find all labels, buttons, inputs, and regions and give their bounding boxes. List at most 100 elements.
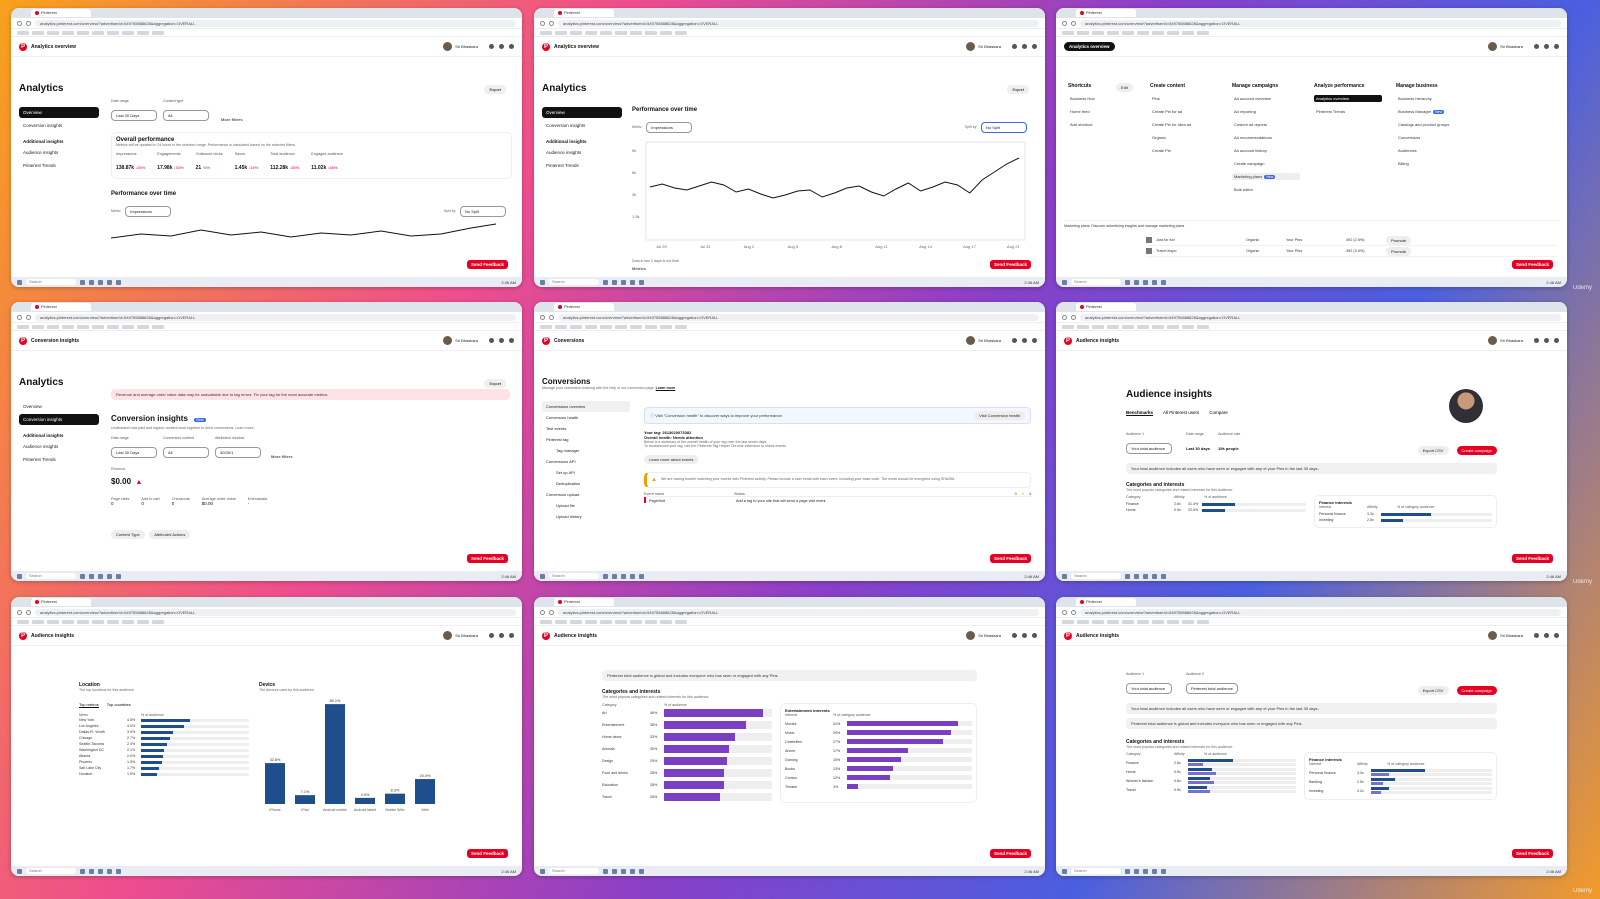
- message-icon[interactable]: [1544, 338, 1549, 343]
- bell-icon[interactable]: [1534, 338, 1539, 343]
- create-campaign-button[interactable]: Create campaign: [1456, 446, 1497, 455]
- pinterest-logo-icon[interactable]: P: [19, 42, 27, 51]
- metric-card[interactable]: Impressions 138.87k ↓26%: [116, 152, 145, 174]
- taskbar-search[interactable]: Search: [1071, 279, 1121, 285]
- list-item[interactable]: New York 4.5%: [79, 717, 249, 723]
- list-item[interactable]: Banking 2.5x: [1309, 777, 1492, 786]
- sidebar-item-overview[interactable]: Overview: [19, 107, 99, 118]
- list-item[interactable]: Investing 2.5x: [1319, 517, 1492, 523]
- menu-item[interactable]: Ad account overview: [1234, 96, 1271, 101]
- list-item[interactable]: Dallas-Ft. Worth 3.0%: [79, 729, 249, 735]
- reload-icon[interactable]: [26, 314, 31, 320]
- send-feedback-button[interactable]: Send Feedback: [989, 554, 1031, 563]
- page-header-title[interactable]: Audience insights: [31, 632, 75, 639]
- menu-item[interactable]: Bulk editor: [1234, 187, 1253, 192]
- taskbar-search[interactable]: Search: [26, 279, 76, 285]
- send-feedback-button[interactable]: Send Feedback: [989, 849, 1031, 858]
- back-icon[interactable]: [1062, 609, 1067, 615]
- pinterest-logo-icon[interactable]: P: [1064, 336, 1072, 345]
- list-item[interactable]: Atlanta 2.0%: [79, 753, 249, 759]
- learn-more-events-button[interactable]: Learn more about events: [644, 455, 699, 464]
- send-feedback-button[interactable]: Send Feedback: [466, 260, 508, 269]
- taskbar-search[interactable]: Search: [1071, 868, 1121, 874]
- metric-select[interactable]: Impressions: [646, 121, 693, 133]
- interest-row[interactable]: Music 29%: [785, 728, 972, 737]
- message-icon[interactable]: [1022, 44, 1027, 49]
- reload-icon[interactable]: [26, 20, 31, 26]
- menu-item[interactable]: Ad recommendations: [1234, 135, 1272, 140]
- sidebar-item-audience-insights[interactable]: Audience insights: [23, 150, 59, 155]
- category-row[interactable]: Home decor 33%: [602, 731, 772, 743]
- interest-row[interactable]: Comics 12%: [785, 773, 972, 782]
- reload-icon[interactable]: [549, 609, 554, 615]
- sidebar-item-conversion-insights[interactable]: Conversion insights: [23, 123, 63, 128]
- conversions-nav-item[interactable]: Upload file: [556, 503, 575, 508]
- bell-icon[interactable]: [489, 633, 494, 638]
- menu-item[interactable]: Create Pin for Idea ad: [1152, 122, 1192, 127]
- sidebar-item-conversion-insights[interactable]: Conversion insights: [546, 123, 586, 128]
- sidebar-item-pinterest-trends[interactable]: Pinterest Trends: [23, 457, 56, 462]
- bell-icon[interactable]: [1534, 44, 1539, 49]
- more-filters-button[interactable]: More filters: [271, 454, 293, 459]
- avatar[interactable]: [443, 336, 453, 345]
- message-icon[interactable]: [499, 44, 504, 49]
- avatar[interactable]: [966, 336, 976, 345]
- menu-item[interactable]: Conversions: [1398, 135, 1421, 140]
- category-row[interactable]: Travel 26%: [602, 791, 772, 803]
- account-icon[interactable]: [1032, 338, 1037, 343]
- page-header-title[interactable]: Conversion insights: [31, 337, 80, 344]
- account-icon[interactable]: [1554, 633, 1559, 638]
- bell-icon[interactable]: [1012, 338, 1017, 343]
- conversions-nav-item[interactable]: Set up API: [556, 470, 575, 475]
- conversions-nav-item[interactable]: Conversion health: [546, 415, 579, 420]
- back-icon[interactable]: [17, 20, 22, 26]
- message-icon[interactable]: [499, 633, 504, 638]
- list-item[interactable]: Los Angeles 4.0%: [79, 723, 249, 729]
- address-bar[interactable]: analytics.pinterest.com/overview/?advert…: [558, 608, 1039, 616]
- back-icon[interactable]: [1062, 314, 1067, 320]
- menu-item[interactable]: Business Manager New: [1398, 109, 1445, 114]
- audience-1-select[interactable]: Your total audience: [1126, 683, 1172, 694]
- conversions-nav-item[interactable]: Tag manager: [556, 448, 580, 453]
- sidebar-item-overview[interactable]: Overview: [542, 107, 622, 118]
- list-item[interactable]: Home 0.9x: [1126, 767, 1296, 776]
- metric-card[interactable]: Engagements 17.98k ↓53%: [157, 152, 183, 174]
- metric-card[interactable]: Saves 1.45k ↓16%: [235, 152, 259, 174]
- export-button[interactable]: Export: [484, 379, 506, 388]
- pinterest-logo-icon[interactable]: P: [1064, 631, 1072, 640]
- account-icon[interactable]: [509, 633, 514, 638]
- table-row[interactable]: Just for fun Organic Your Pins 492 (2.5%) Pr…: [1146, 235, 1557, 246]
- account-icon[interactable]: [1032, 633, 1037, 638]
- interest-row[interactable]: Books 13%: [785, 764, 972, 773]
- interest-row[interactable]: Theater 3%: [785, 782, 972, 791]
- address-bar[interactable]: analytics.pinterest.com/overview/?advert…: [558, 313, 1039, 321]
- event-name-pagevisit[interactable]: PageVisit: [649, 499, 665, 503]
- tab-content-type[interactable]: Content Type: [111, 530, 145, 539]
- list-item[interactable]: Home 0.9x 22.5%: [1126, 507, 1306, 513]
- windows-start-icon[interactable]: [1062, 279, 1067, 285]
- address-bar[interactable]: analytics.pinterest.com/overview/?advert…: [558, 19, 1039, 27]
- pinterest-logo-icon[interactable]: P: [19, 631, 27, 640]
- windows-start-icon[interactable]: [17, 868, 22, 874]
- message-icon[interactable]: [499, 338, 504, 343]
- page-header-title[interactable]: Audience insights: [1076, 632, 1120, 639]
- windows-start-icon[interactable]: [1062, 868, 1067, 874]
- metric-card[interactable]: Outbound clicks 21 ↑5%: [196, 152, 223, 174]
- list-item[interactable]: Women's fashion 0.8x: [1126, 776, 1296, 785]
- reload-icon[interactable]: [549, 314, 554, 320]
- menu-item[interactable]: Create Pin: [1152, 148, 1171, 153]
- sidebar-item-audience-insights[interactable]: Audience insights: [546, 150, 582, 155]
- menu-item[interactable]: Pinterest Trends: [1316, 109, 1346, 114]
- back-icon[interactable]: [540, 20, 545, 26]
- category-row[interactable]: Entertainment 38%: [602, 719, 772, 731]
- menu-item[interactable]: Add shortcut: [1070, 122, 1093, 127]
- browser-tab[interactable]: Pinterest: [31, 9, 91, 17]
- taskbar-search[interactable]: Search: [26, 868, 76, 874]
- reload-icon[interactable]: [1071, 609, 1076, 615]
- address-bar[interactable]: analytics.pinterest.com/overview/?advert…: [1080, 19, 1561, 27]
- edit-shortcuts-button[interactable]: Edit: [1116, 83, 1133, 92]
- send-feedback-button[interactable]: Send Feedback: [466, 554, 508, 563]
- browser-tab[interactable]: Pinterest: [31, 303, 91, 311]
- list-item[interactable]: Investing 2.2x: [1309, 786, 1492, 795]
- back-icon[interactable]: [540, 609, 545, 615]
